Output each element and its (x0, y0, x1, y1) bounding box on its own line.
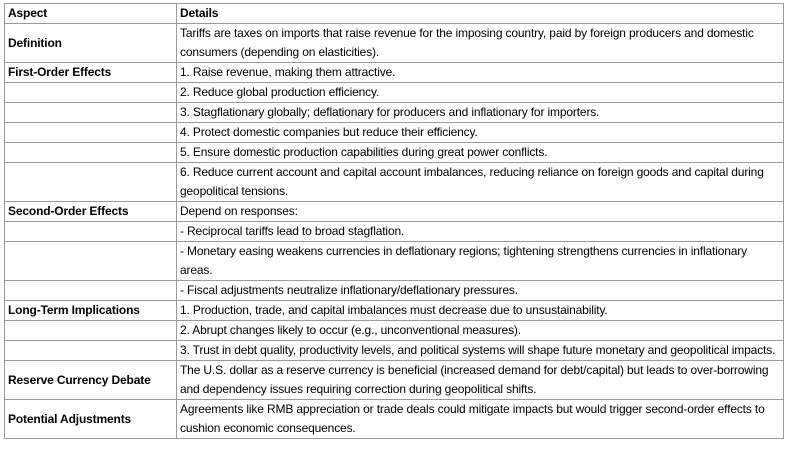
empty-cell (4, 320, 177, 341)
details-cell: 1. Raise revenue, making them attractive… (176, 62, 784, 83)
details-cell: - Monetary easing weakens currencies in … (176, 241, 784, 281)
table-row: 6. Reduce current account and capital ac… (4, 162, 784, 202)
table-row: - Monetary easing weakens currencies in … (4, 241, 784, 281)
header-row: Aspect Details (4, 3, 784, 24)
aspect-cell: Definition (4, 23, 177, 63)
details-cell: Agreements like RMB appreciation or trad… (176, 399, 784, 439)
details-cell: 4. Protect domestic companies but reduce… (176, 122, 784, 143)
table-row: 3. Trust in debt quality, productivity l… (4, 340, 784, 361)
details-cell: 3. Trust in debt quality, productivity l… (176, 340, 784, 361)
empty-cell (4, 340, 177, 361)
empty-cell (4, 280, 177, 301)
empty-cell (4, 162, 177, 202)
details-cell: - Reciprocal tariffs lead to broad stagf… (176, 221, 784, 242)
table-row: Second-Order Effects Depend on responses: (4, 201, 784, 222)
table: Aspect Details Definition Tariffs are tax… (4, 3, 784, 439)
table-row: Definition Tariffs are taxes on imports t… (4, 23, 784, 63)
aspect-cell: Long-Term Implications (4, 300, 177, 321)
table-row: Reserve Currency Debate The U.S. dollar a… (4, 360, 784, 400)
table-row: Long-Term Implications 1. Production, tra… (4, 300, 784, 321)
table-row: 2. Abrupt changes likely to occur (e.g.,… (4, 320, 784, 341)
table-body: Definition Tariffs are taxes on imports t… (4, 23, 784, 439)
aspect-cell: Second-Order Effects (4, 201, 177, 222)
table-row: Potential Adjustments Agreements like RMB… (4, 399, 784, 439)
empty-cell (4, 142, 177, 163)
details-cell: 2. Reduce global production efficiency. (176, 82, 784, 103)
table-row: 2. Reduce global production efficiency. (4, 82, 784, 103)
aspect-cell: Potential Adjustments (4, 399, 177, 439)
aspect-cell: Reserve Currency Debate (4, 360, 177, 400)
header-cell: Aspect (4, 3, 177, 24)
details-cell: Depend on responses: (176, 201, 784, 222)
details-cell: 6. Reduce current account and capital ac… (176, 162, 784, 202)
details-cell: 3. Stagflationary globally; deflationary… (176, 102, 784, 123)
details-cell: 1. Production, trade, and capital imbala… (176, 300, 784, 321)
details-cell: - Fiscal adjustments neutralize inflatio… (176, 280, 784, 301)
details-cell: 5. Ensure domestic production capabiliti… (176, 142, 784, 163)
empty-cell (4, 82, 177, 103)
table-row: First-Order Effects 1. Raise revenue, mak… (4, 62, 784, 83)
aspect-cell: First-Order Effects (4, 62, 177, 83)
details-cell: The U.S. dollar as a reserve currency is… (176, 360, 784, 400)
table-row: 4. Protect domestic companies but reduce… (4, 122, 784, 143)
empty-cell (4, 102, 177, 123)
empty-cell (4, 221, 177, 242)
table-row: 3. Stagflationary globally; deflationary… (4, 102, 784, 123)
table-row: - Fiscal adjustments neutralize inflatio… (4, 280, 784, 301)
table-row: 5. Ensure domestic production capabiliti… (4, 142, 784, 163)
empty-cell (4, 122, 177, 143)
details-cell: 2. Abrupt changes likely to occur (e.g.,… (176, 320, 784, 341)
details-cell: Tariffs are taxes on imports that raise … (176, 23, 784, 63)
empty-cell (4, 241, 177, 281)
table-row: - Reciprocal tariffs lead to broad stagf… (4, 221, 784, 242)
header-cell: Details (176, 3, 784, 24)
